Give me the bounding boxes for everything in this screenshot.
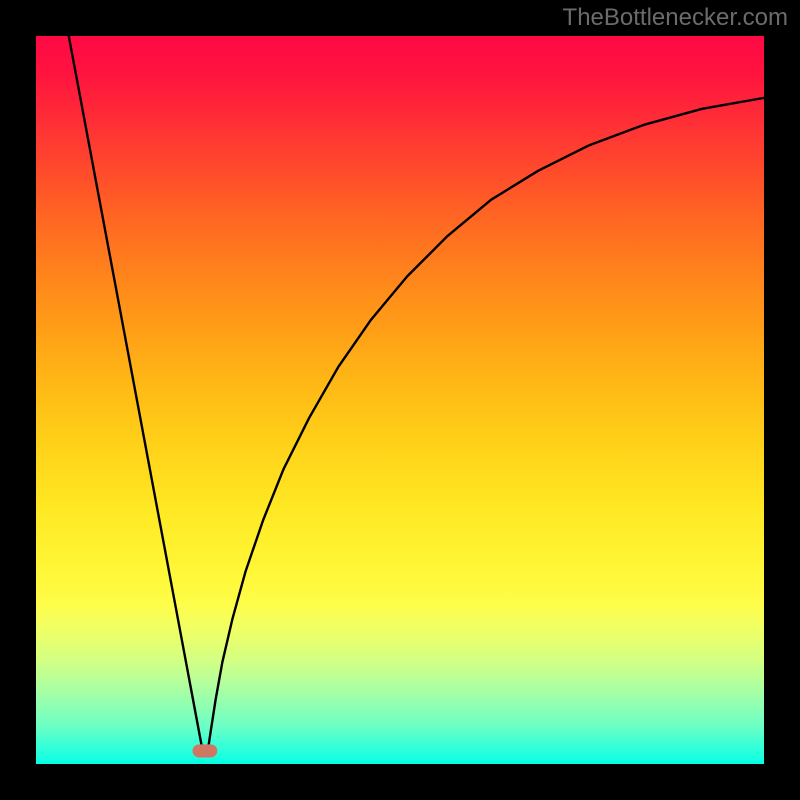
chart-svg [36, 36, 764, 764]
background-rect [36, 36, 764, 764]
outer-frame: TheBottlenecker.com [0, 0, 800, 800]
chart-plot-area [36, 36, 764, 764]
watermark-text: TheBottlenecker.com [563, 4, 788, 32]
minimum-marker [193, 744, 218, 757]
